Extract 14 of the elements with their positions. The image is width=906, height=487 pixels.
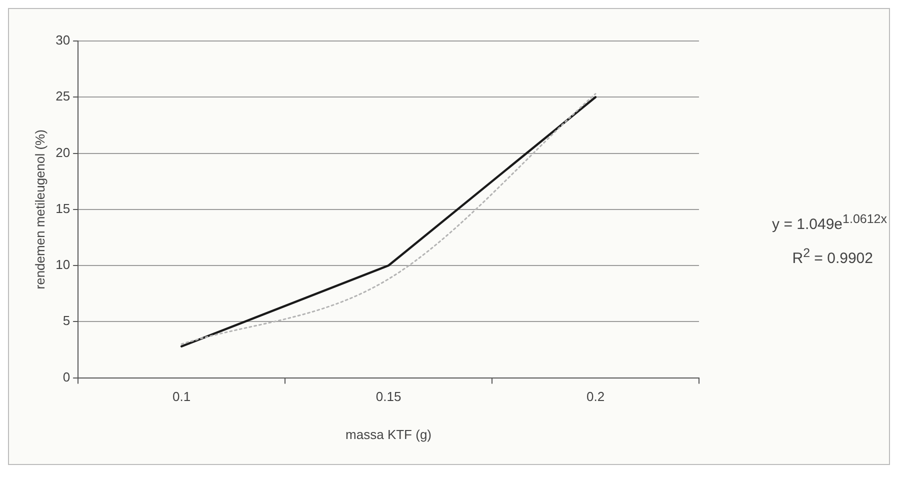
text: R$^{2}$ = 0.9902 [791, 245, 874, 269]
y-tick-label: 0 [62, 369, 70, 384]
y-axis-title: rendemen metileugenol (%) [32, 130, 48, 290]
y-tick-label: 10 [56, 257, 70, 272]
y-tick-label: 5 [62, 313, 70, 328]
x-tick-label: 0.15 [376, 389, 402, 404]
x-tick-label: 0.2 [586, 389, 605, 404]
y-tick-label: 15 [56, 200, 70, 216]
text: y = 1.049e$^{1.0612x}$ [771, 211, 887, 235]
y-tick-label: 25 [56, 88, 70, 104]
y-tick-label: 20 [56, 144, 70, 160]
y-tick-label: 30 [56, 32, 70, 48]
x-axis-title: massa KTF (g) [346, 426, 432, 442]
x-tick-label: 0.1 [172, 389, 191, 404]
